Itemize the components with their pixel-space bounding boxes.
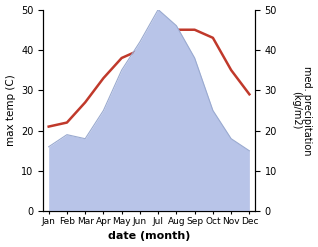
X-axis label: date (month): date (month) [108, 231, 190, 242]
Y-axis label: max temp (C): max temp (C) [5, 75, 16, 146]
Y-axis label: med. precipitation
(kg/m2): med. precipitation (kg/m2) [291, 66, 313, 155]
